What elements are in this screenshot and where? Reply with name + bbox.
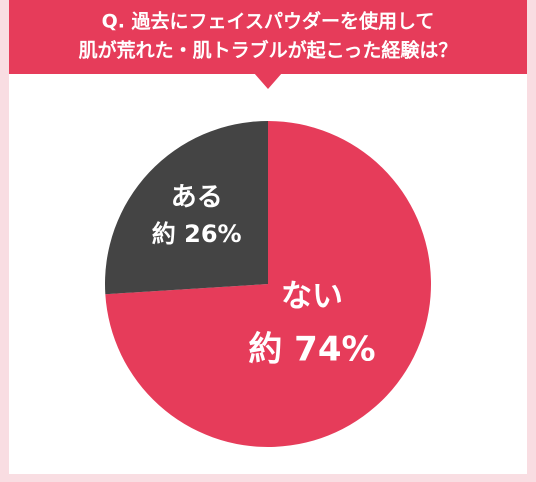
slice-label: ない [281, 279, 343, 315]
value-label: 約 74% [248, 329, 375, 369]
pie-slice [105, 121, 431, 447]
banner [9, 0, 527, 74]
pie-slice [105, 121, 268, 295]
value-label: 約 26% [152, 220, 242, 248]
banner-pointer [254, 73, 282, 89]
chart-title: 肌が荒れた・肌トラブルが起こった経験は？ [79, 39, 458, 62]
slice-label: ある [171, 182, 223, 212]
chart-title: Q. 過去にフェイスパウダーを使用して [102, 10, 435, 33]
